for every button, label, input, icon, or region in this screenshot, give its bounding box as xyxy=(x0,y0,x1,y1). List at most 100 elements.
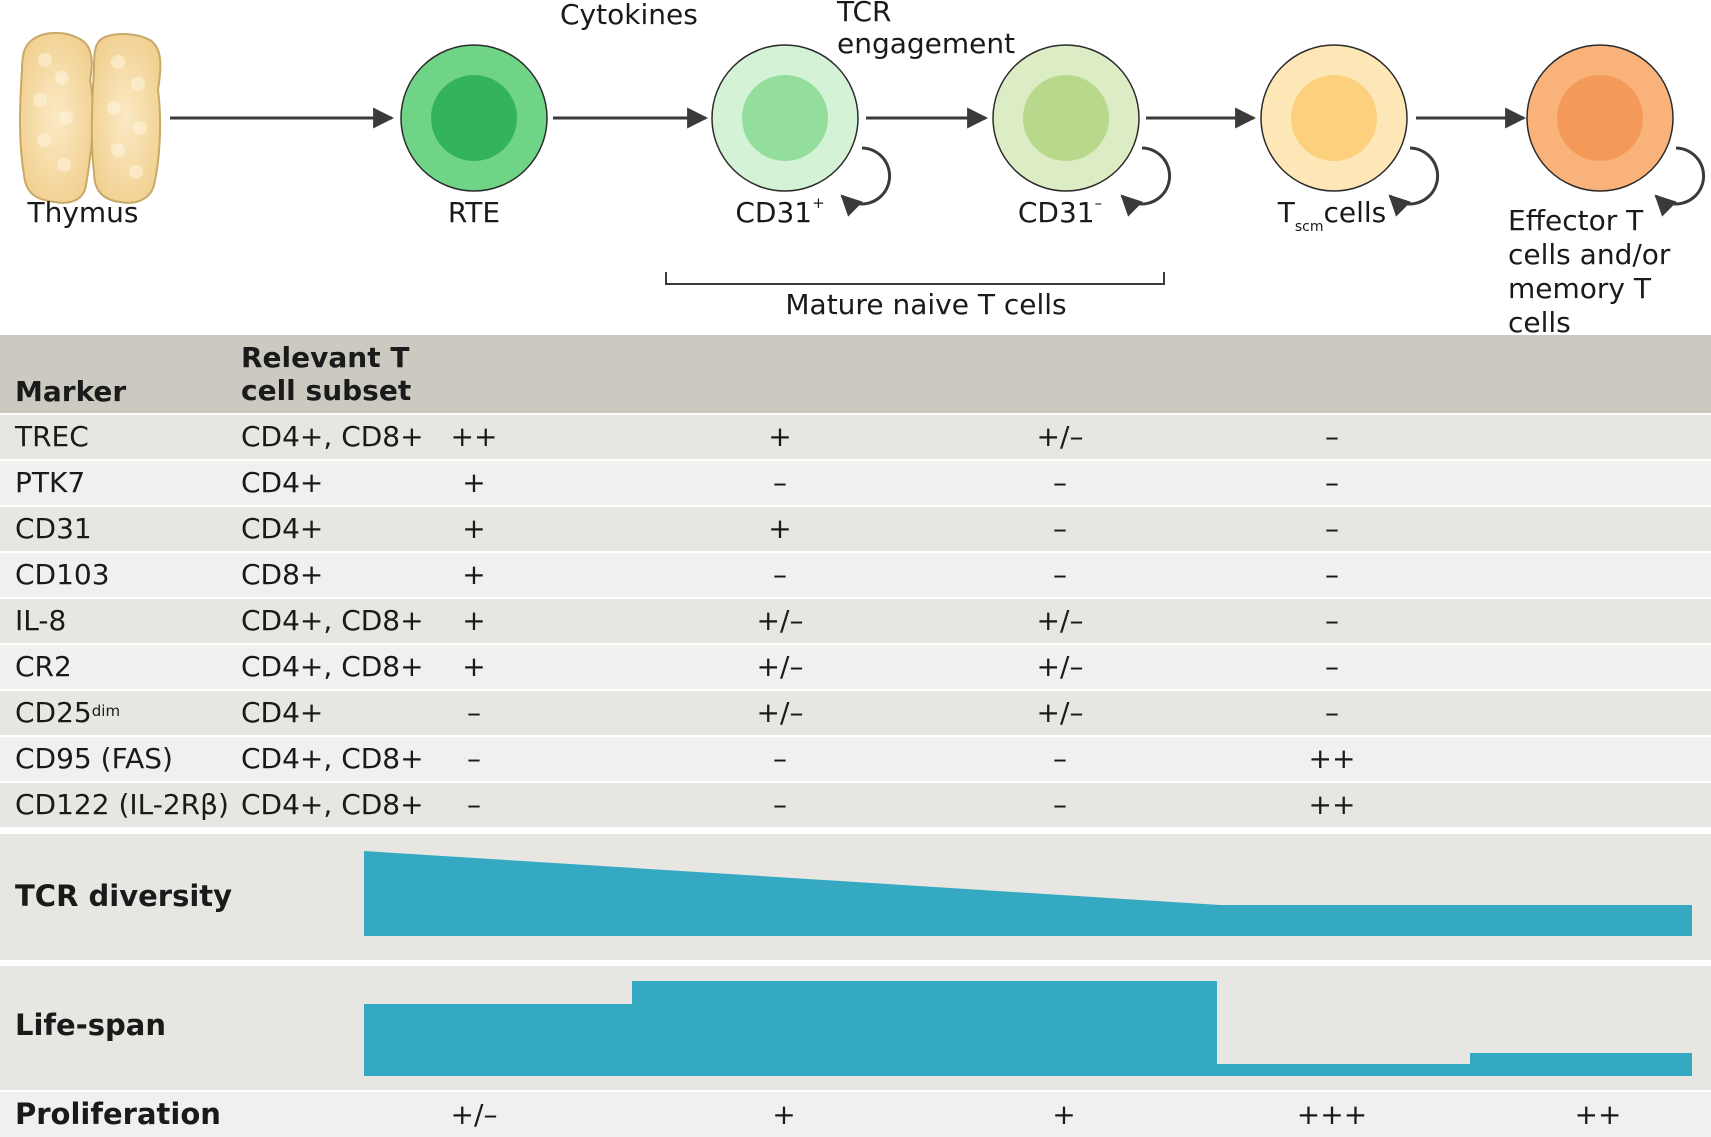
marker-name: CD25 xyxy=(15,696,92,729)
expression-cell: +/– xyxy=(756,696,804,729)
header-subset: Relevant T cell subset xyxy=(241,341,412,407)
subset-cell: CD4+, CD8+ xyxy=(241,742,424,775)
table-row: CD122 (IL-2Rβ) CD4+, CD8+ – – – ++ xyxy=(0,783,1711,827)
subset-cell: CD4+, CD8+ xyxy=(241,604,424,637)
effector-cell-icon xyxy=(1526,44,1674,192)
expression-cell: +/– xyxy=(756,650,804,683)
marker-sup: dim xyxy=(91,702,121,720)
expression-cell: – xyxy=(1325,466,1339,499)
proliferation-value: ++ xyxy=(1574,1098,1622,1131)
self-renew-icon xyxy=(840,146,892,217)
table-row: TREC CD4+, CD8+ ++ + +/– – xyxy=(0,415,1711,459)
table-row: CR2 CD4+, CD8+ + +/– +/– – xyxy=(0,645,1711,689)
expression-cell: – xyxy=(773,558,787,591)
stage-label-thymus: Thymus xyxy=(27,196,139,229)
subset-cell: CD4+, CD8+ xyxy=(241,788,424,821)
expression-cell: – xyxy=(773,788,787,821)
expression-cell: – xyxy=(1325,696,1339,729)
marker-name: CR2 xyxy=(15,650,72,683)
table-row: IL-8 CD4+, CD8+ + +/– +/– – xyxy=(0,599,1711,643)
self-renew-icon xyxy=(1654,146,1706,217)
marker-cell: CD31 xyxy=(15,507,92,551)
thymus-icon xyxy=(19,32,162,204)
expression-cell: ++ xyxy=(1308,742,1356,775)
expression-cell: – xyxy=(1053,558,1067,591)
expression-cell: – xyxy=(1053,742,1067,775)
subset-cell: CD4+ xyxy=(241,466,324,499)
marker-name: IL-8 xyxy=(15,604,67,637)
expression-cell: ++ xyxy=(450,420,498,453)
proliferation-value: + xyxy=(1052,1098,1076,1131)
tcr-diversity-shape xyxy=(364,851,1692,936)
marker-name: CD122 (IL-2Rβ) xyxy=(15,788,229,821)
marker-name: CD31 xyxy=(15,512,92,545)
expression-cell: – xyxy=(1053,788,1067,821)
expression-cell: – xyxy=(1053,512,1067,545)
expression-cell: + xyxy=(462,604,486,637)
table-row: CD31 CD4+ + + – – xyxy=(0,507,1711,551)
expression-cell: – xyxy=(467,742,481,775)
stage-label-cd31pos: CD31+ xyxy=(735,194,825,229)
expression-cell: – xyxy=(773,742,787,775)
marker-name: CD103 xyxy=(15,558,110,591)
subset-cell: CD4+ xyxy=(241,512,324,545)
cd31neg-cell-icon xyxy=(992,44,1140,192)
expression-cell: – xyxy=(1053,466,1067,499)
life-span-band: Life-span xyxy=(0,966,1711,1090)
table-row: CD103 CD8+ + – – – xyxy=(0,553,1711,597)
self-renew-icon xyxy=(1388,146,1440,217)
proliferation-value: +++ xyxy=(1296,1098,1368,1131)
marker-name: TREC xyxy=(15,420,89,453)
stage-label-cd31neg: CD31– xyxy=(1017,194,1103,229)
marker-cell: CR2 xyxy=(15,645,72,689)
expression-cell: – xyxy=(1325,420,1339,453)
expression-cell: +/– xyxy=(1036,420,1084,453)
self-renew-icon xyxy=(1120,146,1172,217)
rte-cell-icon xyxy=(400,44,548,192)
arrow-label-tcr: TCR engagement xyxy=(837,0,1016,60)
marker-cell: IL-8 xyxy=(15,599,66,643)
subset-cell: CD4+ xyxy=(241,696,324,729)
bracket-label: Mature naive T cells xyxy=(785,288,1067,321)
expression-cell: + xyxy=(462,558,486,591)
expression-cell: +/– xyxy=(1036,604,1084,637)
expression-cell: – xyxy=(773,466,787,499)
marker-cell: CD103 xyxy=(15,553,110,597)
stage-label-tscm: Tscmcells xyxy=(1277,196,1387,235)
expression-cell: – xyxy=(1325,512,1339,545)
expression-cell: + xyxy=(462,650,486,683)
tcr-diversity-label: TCR diversity xyxy=(15,879,233,913)
stage-label-rte: RTE xyxy=(447,196,501,229)
subset-cell: CD4+, CD8+ xyxy=(241,650,424,683)
marker-name: PTK7 xyxy=(15,466,86,499)
proliferation-row: Proliferation +/– + + +++ ++ xyxy=(0,1092,1711,1137)
expression-cell: +/– xyxy=(1036,696,1084,729)
table-row: PTK7 CD4+ + – – – xyxy=(0,461,1711,505)
proliferation-label: Proliferation xyxy=(15,1097,221,1131)
subset-cell: CD8+ xyxy=(241,558,324,591)
expression-cell: – xyxy=(1325,558,1339,591)
header-marker: Marker xyxy=(15,375,127,408)
proliferation-value: +/– xyxy=(450,1098,498,1131)
marker-cell: CD122 (IL-2Rβ) xyxy=(15,783,229,827)
table-row: CD25dim CD4+ – +/– +/– – xyxy=(0,691,1711,735)
expression-cell: – xyxy=(1325,650,1339,683)
proliferation-value: + xyxy=(772,1098,796,1131)
marker-cell: TREC xyxy=(15,415,89,459)
tcr-diversity-band: TCR diversity xyxy=(0,834,1711,960)
arrow-label-cytokines: Cytokines xyxy=(560,0,698,31)
marker-cell: CD25dim xyxy=(15,691,120,735)
table-row: CD95 (FAS) CD4+, CD8+ – – – ++ xyxy=(0,737,1711,781)
subset-cell: CD4+, CD8+ xyxy=(241,420,424,453)
expression-cell: + xyxy=(768,420,792,453)
mature-naive-bracket xyxy=(665,272,1165,285)
marker-name: CD95 (FAS) xyxy=(15,742,173,775)
expression-cell: +/– xyxy=(756,604,804,637)
life-span-label: Life-span xyxy=(15,1008,166,1042)
expression-cell: + xyxy=(462,512,486,545)
expression-cell: + xyxy=(768,512,792,545)
expression-cell: + xyxy=(462,466,486,499)
expression-cell: – xyxy=(1325,604,1339,637)
expression-cell: +/– xyxy=(1036,650,1084,683)
life-span-shape xyxy=(364,981,1692,1076)
